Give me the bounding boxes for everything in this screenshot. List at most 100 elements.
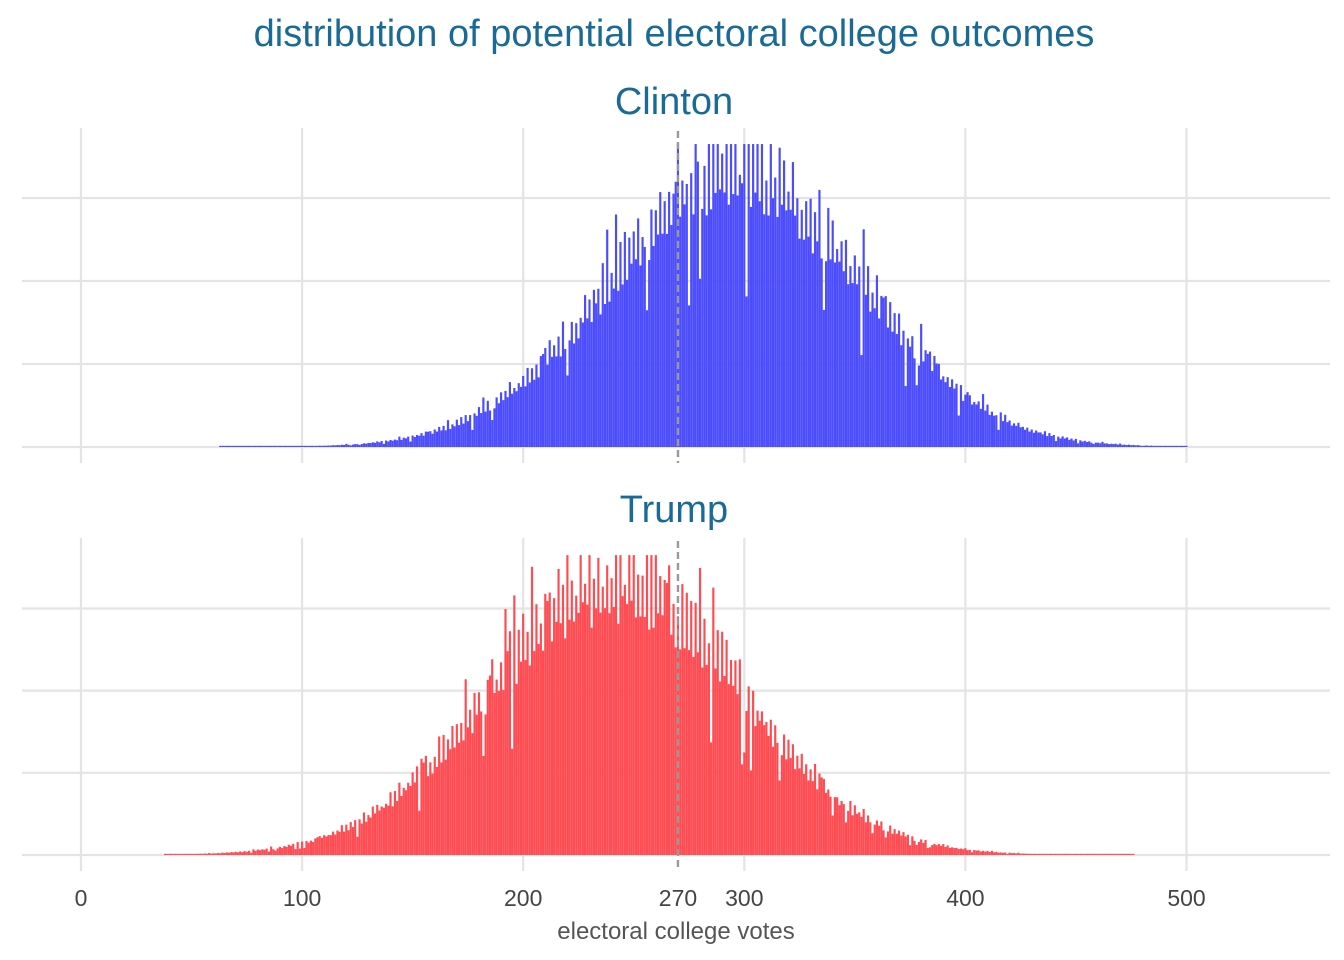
histogram-bar	[698, 567, 702, 855]
histogram-bar	[603, 608, 607, 855]
histogram-bar	[163, 853, 167, 855]
histogram-bar	[654, 210, 657, 447]
histogram-bar	[482, 755, 485, 855]
histogram-bar	[1021, 426, 1024, 447]
histogram-bar	[710, 209, 713, 447]
histogram-bar	[829, 259, 832, 447]
histogram-bar	[194, 853, 198, 855]
histogram-bar	[281, 445, 284, 447]
histogram-bar	[630, 263, 633, 447]
histogram-bar	[911, 836, 914, 855]
histogram-bar	[924, 839, 927, 855]
histogram-bar	[740, 764, 744, 855]
histogram-bar	[906, 834, 909, 855]
histogram-bar	[710, 742, 713, 855]
histogram-bar	[736, 694, 739, 855]
histogram-bar	[981, 850, 985, 855]
histogram-bar	[256, 849, 259, 855]
histogram-bar	[1039, 853, 1042, 855]
histogram-bar	[1185, 445, 1188, 447]
histogram-bar	[990, 850, 993, 855]
histogram-bar	[387, 805, 390, 855]
histogram-bar	[186, 853, 189, 855]
histogram-bar	[1101, 441, 1104, 447]
histogram-bar	[553, 345, 556, 447]
histogram-bar	[778, 147, 781, 447]
histogram-bar	[959, 385, 963, 447]
histogram-bar	[798, 238, 801, 447]
histogram-bar	[639, 616, 642, 855]
histogram-bar	[962, 400, 965, 447]
histogram-bar	[970, 852, 974, 855]
histogram-bar	[166, 853, 169, 855]
histogram-bar	[579, 555, 582, 855]
histogram-bar	[234, 445, 237, 447]
histogram-bar	[473, 692, 476, 855]
histogram-bar	[174, 853, 178, 855]
histogram-bar	[981, 394, 985, 447]
histogram-bar	[745, 710, 748, 855]
histogram-bar	[1001, 852, 1005, 855]
histogram-bar	[767, 215, 770, 447]
histogram-bar	[431, 433, 434, 447]
histogram-bar	[250, 852, 253, 855]
histogram-bar	[550, 641, 554, 855]
histogram-bar	[287, 445, 290, 447]
histogram-bar	[415, 435, 419, 447]
histogram-bar	[365, 821, 368, 855]
histogram-bar	[464, 415, 467, 447]
histogram-bar	[285, 445, 288, 447]
histogram-bar	[895, 833, 898, 855]
histogram-bar	[1132, 853, 1135, 855]
histogram-bar	[422, 762, 425, 855]
histogram-bar	[307, 842, 310, 855]
histogram-bar	[1119, 853, 1122, 855]
histogram-bar	[519, 386, 523, 447]
histogram-bar	[480, 413, 483, 447]
histogram-bar	[632, 231, 635, 447]
histogram-bar	[373, 813, 377, 855]
histogram-bar	[637, 574, 640, 855]
histogram-bar	[869, 311, 872, 447]
histogram-bar	[482, 397, 485, 447]
histogram-bar	[966, 392, 969, 447]
histogram-bar	[345, 824, 348, 855]
histogram-bar	[1103, 853, 1106, 855]
histogram-bar	[723, 192, 726, 447]
histogram-bar	[725, 144, 728, 447]
histogram-bar	[964, 848, 967, 855]
histogram-bar	[362, 812, 366, 855]
histogram-bar	[928, 351, 932, 447]
histogram-bar	[471, 429, 474, 447]
histogram-bar	[904, 386, 907, 447]
histogram-bar	[716, 630, 719, 855]
histogram-bar	[197, 853, 200, 855]
histogram-bar	[999, 412, 1002, 447]
histogram-bar	[181, 853, 184, 855]
histogram-bar	[831, 220, 834, 447]
histogram-bar	[975, 404, 978, 447]
histogram-bar	[1006, 853, 1009, 855]
histogram-bar	[855, 284, 859, 447]
histogram-bar	[555, 621, 558, 855]
histogram-bar	[464, 679, 467, 855]
histogram-bar	[601, 586, 604, 855]
histogram-bar	[825, 792, 828, 855]
histogram-bar	[886, 327, 890, 447]
histogram-bar	[1088, 441, 1091, 447]
histogram-bar	[225, 852, 228, 855]
histogram-bar	[298, 445, 301, 447]
histogram-bar	[506, 651, 509, 855]
histogram-bar	[800, 209, 803, 447]
histogram-bar	[312, 841, 315, 855]
histogram-bar	[325, 836, 328, 855]
histogram-bar	[331, 831, 335, 855]
histogram-bar	[1041, 853, 1044, 855]
histogram-bar	[391, 806, 394, 855]
histogram-bar	[696, 652, 699, 855]
histogram-bar	[917, 842, 921, 855]
histogram-bar	[581, 322, 584, 447]
histogram-bar	[511, 748, 514, 855]
histogram-bar	[179, 853, 182, 855]
histogram-bar	[787, 191, 790, 447]
